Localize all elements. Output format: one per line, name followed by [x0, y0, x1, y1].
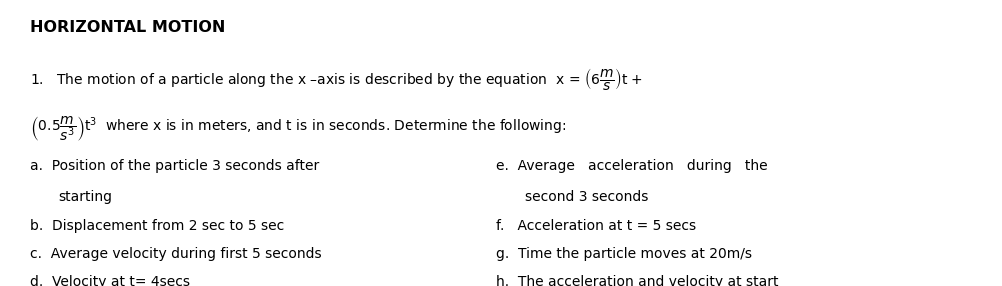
Text: b.  Displacement from 2 sec to 5 sec: b. Displacement from 2 sec to 5 sec: [30, 219, 284, 233]
Text: h.  The acceleration and velocity at start: h. The acceleration and velocity at star…: [496, 275, 779, 286]
Text: $\left(0.5\dfrac{m}{s^3}\right)$t$^3$  where x is in meters, and t is in seconds: $\left(0.5\dfrac{m}{s^3}\right)$t$^3$ wh…: [30, 114, 566, 143]
Text: f.   Acceleration at t = 5 secs: f. Acceleration at t = 5 secs: [496, 219, 696, 233]
Text: d.  Velocity at t= 4secs: d. Velocity at t= 4secs: [30, 275, 190, 286]
Text: HORIZONTAL MOTION: HORIZONTAL MOTION: [30, 20, 225, 35]
Text: a.  Position of the particle 3 seconds after: a. Position of the particle 3 seconds af…: [30, 159, 319, 173]
Text: g.  Time the particle moves at 20m/s: g. Time the particle moves at 20m/s: [496, 247, 752, 261]
Text: second 3 seconds: second 3 seconds: [524, 190, 647, 204]
Text: starting: starting: [58, 190, 112, 204]
Text: e.  Average   acceleration   during   the: e. Average acceleration during the: [496, 159, 768, 173]
Text: c.  Average velocity during first 5 seconds: c. Average velocity during first 5 secon…: [30, 247, 322, 261]
Text: 1.   The motion of a particle along the x –axis is described by the equation  x : 1. The motion of a particle along the x …: [30, 66, 642, 92]
